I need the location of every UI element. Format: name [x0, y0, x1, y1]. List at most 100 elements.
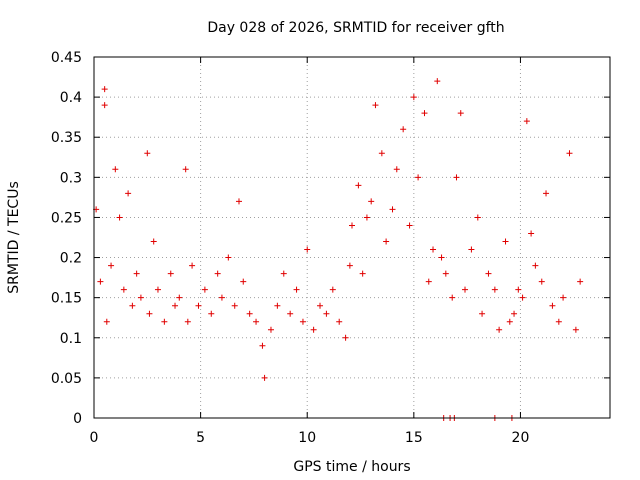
data-point [317, 302, 324, 309]
data-point [425, 278, 432, 285]
y-tick-label: 0.4 [60, 90, 82, 106]
data-point [406, 222, 413, 229]
y-tick-label: 0.15 [51, 291, 82, 307]
data-point [133, 270, 140, 277]
data-point [336, 318, 343, 325]
y-tick-label: 0 [73, 411, 82, 427]
data-point [415, 174, 422, 181]
data-point [208, 310, 215, 317]
data-point [434, 78, 441, 85]
data-point [129, 302, 136, 309]
data-point [543, 190, 550, 197]
data-point [287, 310, 294, 317]
data-point [218, 294, 225, 301]
data-point [240, 278, 247, 285]
y-tick-label: 0.45 [51, 50, 82, 66]
data-point [462, 286, 469, 293]
data-point [453, 174, 460, 181]
data-point [421, 110, 428, 117]
data-point [259, 342, 266, 349]
data-point [355, 182, 362, 189]
data-point [97, 278, 104, 285]
data-point [231, 302, 238, 309]
data-point [560, 294, 567, 301]
data-point [150, 238, 157, 245]
data-point [479, 310, 486, 317]
data-point [125, 190, 132, 197]
data-point [363, 214, 370, 221]
y-tick-label: 0.35 [51, 130, 82, 146]
data-point [329, 286, 336, 293]
data-point [182, 166, 189, 173]
data-point [577, 278, 584, 285]
data-point [389, 206, 396, 213]
data-point [502, 238, 509, 245]
data-point [410, 94, 417, 101]
y-tick-label: 0.2 [60, 251, 82, 267]
data-point [430, 246, 437, 253]
data-point [144, 150, 151, 157]
data-point [137, 294, 144, 301]
data-point [342, 334, 349, 341]
data-point [572, 326, 579, 333]
data-point [146, 310, 153, 317]
y-tick-label: 0.25 [51, 210, 82, 226]
data-point [167, 270, 174, 277]
data-point [506, 318, 513, 325]
data-point [368, 198, 375, 205]
data-point [112, 166, 119, 173]
data-point [195, 302, 202, 309]
data-point [511, 310, 518, 317]
data-point [438, 254, 445, 261]
y-tick-label: 0.05 [51, 371, 82, 387]
data-point [304, 246, 311, 253]
data-point [261, 374, 268, 381]
data-point [116, 214, 123, 221]
data-point [274, 302, 281, 309]
data-point [201, 286, 208, 293]
data-point [400, 126, 407, 133]
data-point [468, 246, 475, 253]
data-point [323, 310, 330, 317]
data-point [120, 286, 127, 293]
data-point [442, 270, 449, 277]
data-point [474, 214, 481, 221]
data-point [528, 230, 535, 237]
grid [94, 57, 610, 418]
data-point [532, 262, 539, 269]
plot-frame [93, 56, 611, 419]
data-point [378, 150, 385, 157]
data-point [310, 326, 317, 333]
chart-title: Day 028 of 2026, SRMTID for receiver gft… [207, 20, 504, 36]
x-tick-label: 5 [196, 430, 205, 446]
x-axis-label: GPS time / hours [293, 459, 410, 475]
data-point [101, 102, 108, 109]
data-point [225, 254, 232, 261]
data-point [172, 302, 179, 309]
data-point [267, 326, 274, 333]
data-point [349, 222, 355, 229]
data-point [538, 278, 545, 285]
data-point [154, 286, 161, 293]
y-tick-label: 0.3 [60, 170, 82, 186]
data-point [372, 102, 379, 109]
data-point [496, 326, 503, 333]
data-point [214, 270, 221, 277]
data-point [549, 302, 556, 309]
data-point [280, 270, 287, 277]
data-point [101, 86, 108, 93]
data-point [449, 294, 456, 301]
data-point [515, 286, 522, 293]
data-point [108, 262, 115, 269]
data-point [253, 318, 260, 325]
data-point [485, 270, 492, 277]
data-point [523, 118, 530, 125]
data-point [566, 150, 573, 157]
data-point [246, 310, 253, 317]
x-tick-label: 20 [512, 430, 530, 446]
data-points [93, 78, 584, 421]
data-point [184, 318, 191, 325]
x-tick-label: 15 [405, 430, 423, 446]
